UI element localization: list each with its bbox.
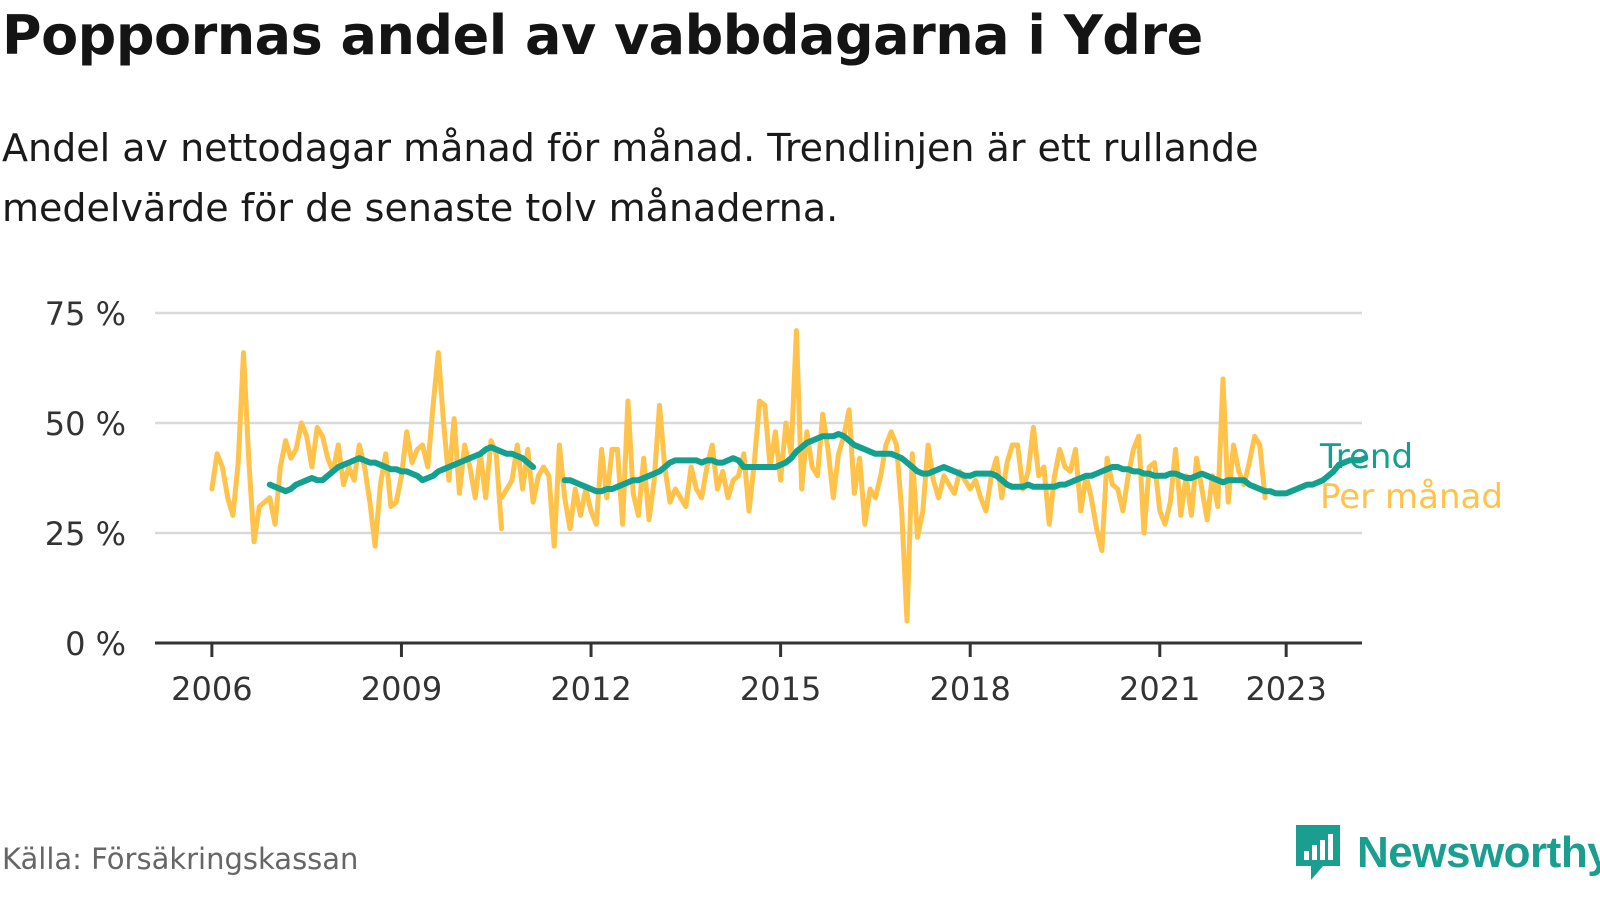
y-axis-ticks: 0 % 25 % 50 % 75 % xyxy=(45,295,126,663)
x-tick-label: 2006 xyxy=(171,670,252,708)
y-tick-label: 75 % xyxy=(45,295,126,333)
y-tick-label: 25 % xyxy=(45,515,126,553)
x-axis-ticks: 2006 2009 2012 2015 2018 2021 2023 xyxy=(171,643,1327,708)
x-tick-label: 2018 xyxy=(929,670,1010,708)
chart-title: Poppornas andel av vabbdagarna i Ydre xyxy=(2,4,1203,67)
y-tick-label: 50 % xyxy=(45,405,126,443)
monthly-line xyxy=(499,328,1268,624)
source-note: Källa: Försäkringskassan xyxy=(2,842,359,876)
x-tick-label: 2012 xyxy=(550,670,631,708)
x-tick-label: 2023 xyxy=(1245,670,1326,708)
monthly-line xyxy=(209,350,504,549)
newsworthy-logo: Newsworthy xyxy=(1293,818,1600,888)
x-tick-label: 2021 xyxy=(1119,670,1200,708)
legend-label-trend: Trend xyxy=(1319,437,1413,477)
series-lines xyxy=(209,328,1369,624)
x-tick-label: 2009 xyxy=(361,670,442,708)
trend-line xyxy=(561,431,1369,497)
newsworthy-logo-icon xyxy=(1296,825,1340,880)
trend-line xyxy=(266,444,537,495)
y-tick-label: 0 % xyxy=(65,625,126,663)
chart-subtitle: Andel av nettodagar månad för månad. Tre… xyxy=(2,126,1259,230)
newsworthy-logo-text: Newsworthy xyxy=(1357,828,1600,877)
line-chart: 0 % 25 % 50 % 75 % 2006 2009 2012 2015 2018 2021… xyxy=(45,295,1503,708)
legend-label-monthly: Per månad xyxy=(1320,477,1503,517)
x-tick-label: 2015 xyxy=(740,670,821,708)
